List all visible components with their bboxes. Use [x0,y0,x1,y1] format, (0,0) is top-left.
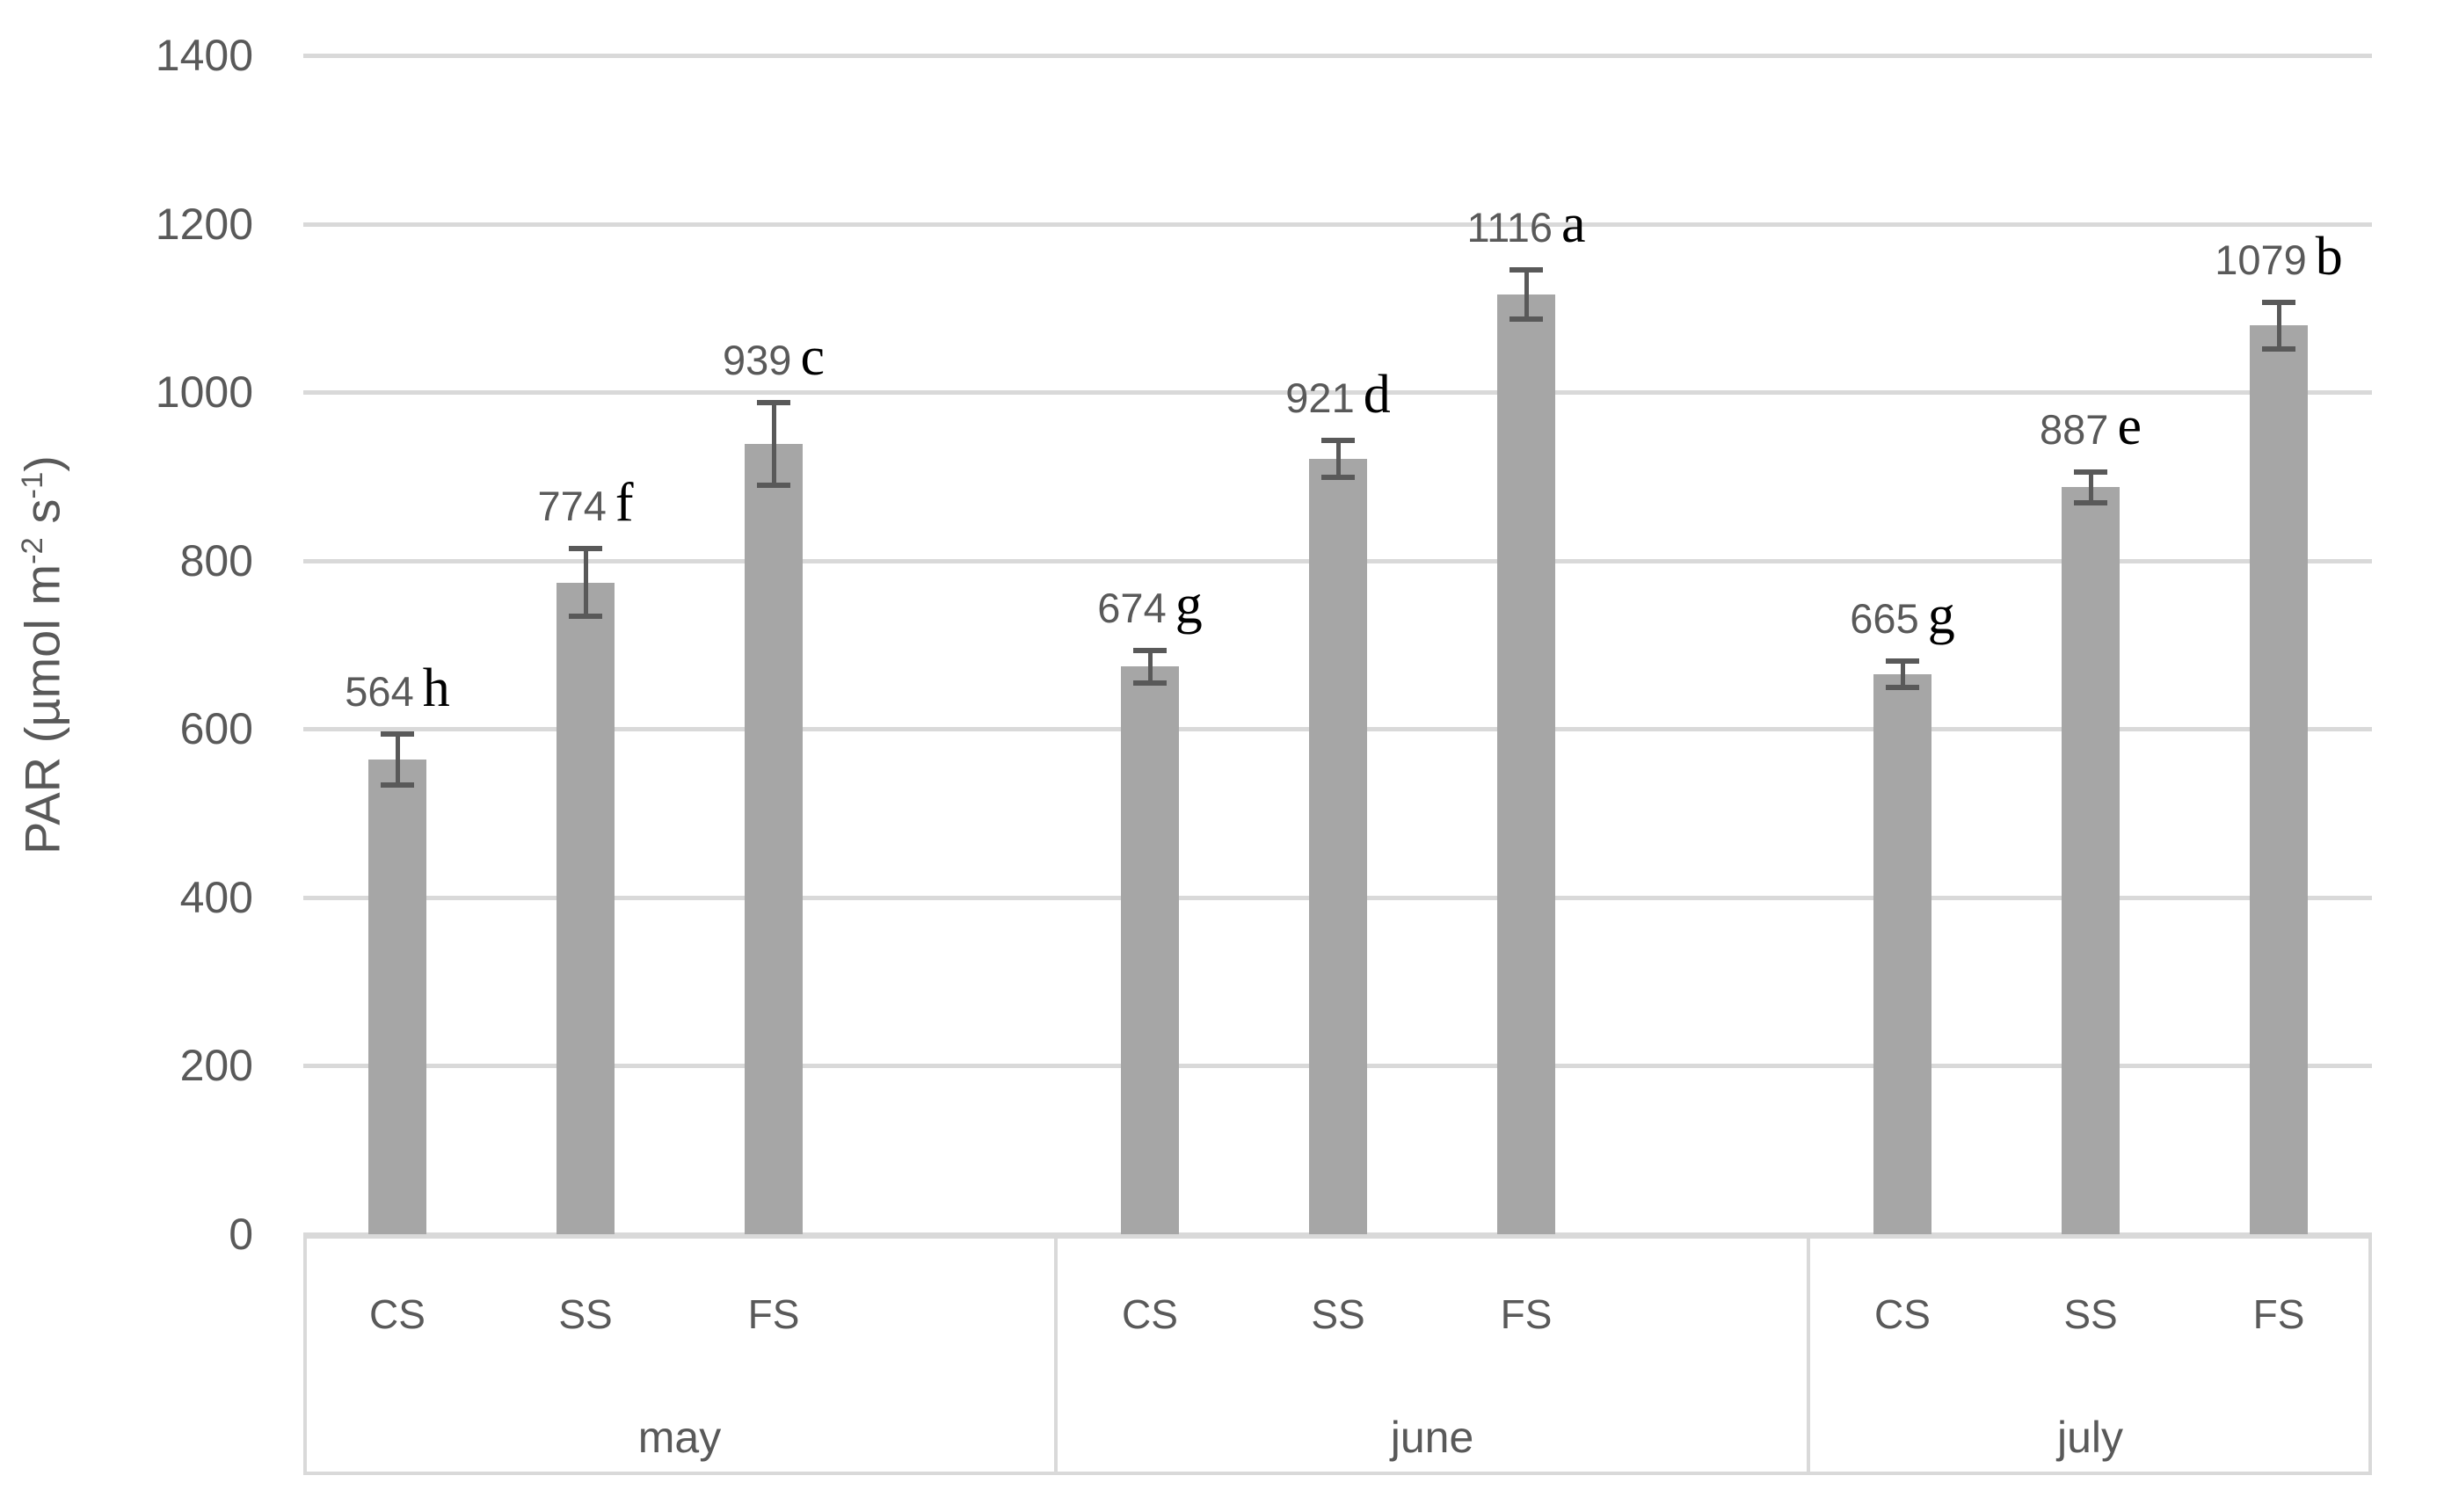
significance-letter: g [1927,585,1955,645]
category-label-may-FS: FS [747,1291,800,1337]
category-label-june-CS: CS [1122,1291,1178,1337]
bar-july-CS [1873,674,1931,1234]
category-label-june-SS: SS [1311,1291,1365,1337]
data-label: 1116 a [1466,193,1585,256]
error-bar-whisker [2276,302,2281,350]
bar-july-SS [2062,487,2120,1234]
error-bar-cap-bottom [1886,685,1919,691]
data-label: 1079 b [2215,226,2343,288]
significance-letter: h [422,658,450,719]
data-label-value: 774 [537,483,607,530]
gridline-1400 [303,54,2372,58]
data-label-value: 665 [1850,594,1919,642]
category-label-may-CS: CS [369,1291,426,1337]
data-label: 774 f [537,472,633,534]
error-bar-cap-bottom [757,482,790,488]
data-label-value: 564 [345,668,414,716]
gridline-1000 [303,390,2372,396]
bar-may-SS [557,582,615,1234]
error-bar-whisker [395,734,400,785]
bar-june-FS [1497,294,1555,1234]
error-bar-whisker [583,549,588,616]
data-label: 674 g [1097,574,1202,636]
error-bar-cap-bottom [1133,680,1167,686]
error-bar-cap-top [1509,267,1543,273]
significance-letter: c [800,326,825,387]
bar-july-FS [2250,325,2308,1234]
data-label-value: 921 [1285,374,1355,421]
data-label-value: 1116 [1466,204,1553,251]
significance-letter: f [615,473,634,534]
y-tick-label: 800 [179,535,253,585]
category-label-july-SS: SS [2063,1291,2118,1337]
error-bar-cap-top [757,399,790,405]
y-tick-label: 1400 [155,31,253,80]
bar-may-FS [745,443,803,1234]
category-axis-box [303,1235,2372,1475]
month-label-june: june [1390,1413,1474,1462]
category-label-june-FS: FS [1500,1291,1553,1337]
error-bar-cap-bottom [1321,474,1355,480]
category-label-july-FS: FS [2252,1291,2305,1337]
bar-june-SS [1309,458,1367,1234]
error-bar-cap-bottom [2074,499,2107,505]
error-bar-cap-top [1886,658,1919,664]
error-bar-whisker [2088,472,2093,503]
data-label: 887 e [2040,396,2142,458]
month-label-july: july [2056,1413,2124,1462]
data-label-value: 674 [1097,585,1167,632]
data-label: 921 d [1285,364,1390,426]
error-bar-cap-bottom [569,613,602,619]
significance-letter: b [2315,226,2343,287]
significance-letter: g [1175,575,1203,636]
significance-letter: e [2117,396,2142,457]
data-label: 665 g [1850,585,1954,647]
category-axis-divider [1807,1235,1810,1475]
error-bar-cap-top [1133,648,1167,654]
y-tick-label: 200 [179,1041,253,1091]
error-bar-cap-bottom [381,781,414,788]
error-bar-whisker [1900,660,1905,688]
data-label-value: 887 [2040,406,2109,454]
error-bar-cap-top [2262,299,2295,305]
error-bar-whisker [1335,440,1341,477]
y-tick-label: 1200 [155,199,253,249]
error-bar-cap-top [569,546,602,552]
y-tick-label: 0 [229,1210,253,1259]
bar-june-CS [1121,666,1179,1234]
data-label-value: 1079 [2215,236,2307,283]
error-bar-cap-top [381,731,414,738]
data-label: 939 c [723,326,825,389]
error-bar-cap-top [2074,469,2107,476]
data-label: 564 h [345,658,449,720]
data-label-value: 939 [723,336,792,383]
gridline-1200 [303,222,2372,227]
y-tick-label: 1000 [155,367,253,418]
error-bar-whisker [1524,270,1529,319]
gridline-0 [303,1232,2372,1237]
error-bar-cap-bottom [2262,346,2295,353]
bar-may-CS [368,759,426,1234]
category-label-july-CS: CS [1874,1291,1931,1337]
error-bar-whisker [1147,651,1153,683]
y-tick-label: 600 [179,704,253,754]
error-bar-cap-top [1321,437,1355,443]
category-label-may-SS: SS [558,1291,613,1337]
y-axis-title: PAR (µmol m-2 s-1) [14,455,70,854]
error-bar-cap-bottom [1509,316,1543,322]
category-axis-divider [1054,1235,1058,1475]
month-label-may: may [637,1413,722,1462]
y-tick-label: 400 [179,872,253,922]
significance-letter: a [1561,194,1586,255]
error-bar-whisker [771,402,776,485]
significance-letter: d [1363,364,1391,425]
